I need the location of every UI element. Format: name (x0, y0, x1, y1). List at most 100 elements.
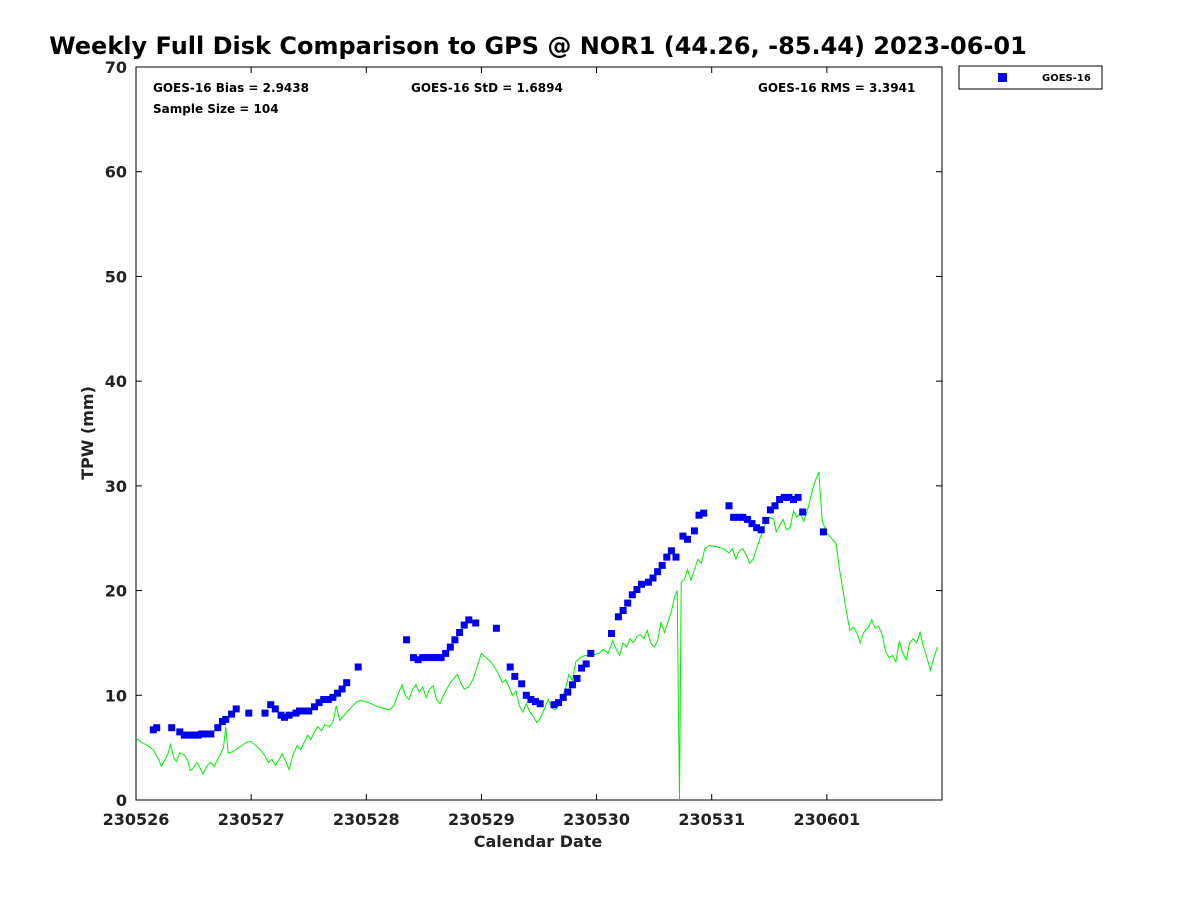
y-axis: 0 10 20 30 40 50 60 70 (105, 58, 942, 810)
goes16-point (608, 630, 615, 637)
goes16-point (267, 701, 275, 709)
goes16-point (329, 693, 337, 701)
std-stat: GOES-16 StD = 1.6894 (411, 81, 563, 95)
goes16-point (794, 493, 802, 501)
goes16-point (654, 568, 662, 576)
goes16-point (628, 591, 636, 599)
goes16-point (776, 496, 784, 503)
x-axis-label: Calendar Date (474, 832, 603, 851)
sample-size-stat: Sample Size = 104 (153, 102, 279, 116)
goes16-point (555, 699, 563, 707)
goes16-point (790, 496, 797, 503)
goes16-point (315, 699, 323, 707)
goes16-point (320, 696, 328, 703)
goes16-point (245, 709, 253, 717)
goes16-point (185, 731, 193, 739)
goes16-point (168, 724, 176, 732)
goes16-point (559, 693, 567, 701)
y-tick-label: 20 (105, 582, 127, 601)
goes16-point (748, 520, 756, 528)
gps-series (135, 472, 938, 801)
goes16-point (518, 680, 526, 688)
goes16-point (446, 643, 454, 651)
rms-stat: GOES-16 RMS = 3.3941 (758, 81, 915, 95)
goes16-point (176, 728, 184, 736)
goes16-point (433, 654, 440, 662)
goes16-point (423, 654, 431, 662)
goes16-point (305, 707, 313, 715)
y-tick-label: 60 (105, 163, 127, 182)
goes16-point (180, 731, 188, 739)
goes16-point (300, 707, 308, 715)
goes16-point (492, 624, 500, 632)
x-tick-label: 230528 (333, 810, 400, 829)
goes16-point (739, 513, 747, 521)
goes16-point (667, 547, 675, 555)
goes16-point (614, 613, 622, 621)
goes16-point (766, 506, 774, 514)
goes16-point (419, 654, 427, 662)
x-tick-label: 230526 (103, 810, 170, 829)
goes16-point (311, 703, 318, 711)
goes16-point (202, 730, 210, 738)
goes16-point (354, 663, 362, 671)
goes16-point (573, 675, 581, 682)
goes16-point (568, 681, 576, 689)
legend: GOES-16 (958, 65, 1103, 90)
goes16-point (522, 691, 530, 699)
goes16-point (619, 607, 627, 614)
legend-marker-goes16 (998, 73, 1007, 82)
bias-stat: GOES-16 Bias = 2.9438 (153, 81, 309, 95)
legend-label-goes16: GOES-16 (1042, 73, 1091, 84)
x-tick-label: 230530 (563, 810, 630, 829)
goes16-point (456, 629, 464, 636)
goes16-point (414, 656, 422, 664)
goes16-point (465, 616, 473, 624)
goes16-point (261, 709, 269, 717)
goes16-point (564, 688, 572, 696)
goes16-point (762, 516, 770, 524)
chart-title: Weekly Full Disk Comparison to GPS @ NOR… (49, 32, 1027, 60)
y-tick-label: 0 (116, 791, 127, 810)
goes16-point (442, 649, 450, 657)
gps-tpw-line (135, 472, 938, 801)
goes16-point (536, 700, 544, 708)
goes16-point (190, 731, 198, 739)
x-tick-label: 230529 (448, 810, 515, 829)
goes16-point (578, 664, 586, 672)
goes16-point (281, 713, 288, 721)
goes16-point (819, 528, 827, 536)
goes16-point (644, 578, 652, 586)
goes16-point (743, 515, 751, 523)
plot-area (135, 66, 943, 801)
goes16-point (285, 711, 293, 719)
goes16-point (198, 730, 206, 738)
goes16-point (663, 553, 671, 561)
goes16-point (734, 513, 742, 521)
goes16-point (511, 672, 519, 680)
goes16-point (338, 685, 346, 693)
goes16-point (410, 654, 417, 662)
goes16-point (649, 574, 657, 582)
x-tick-label: 230527 (218, 810, 285, 829)
goes16-point (582, 660, 590, 668)
y-axis-label: TPW (mm) (78, 386, 97, 480)
goes16-point (153, 724, 161, 732)
goes16-point (532, 698, 539, 706)
goes16-point (684, 535, 691, 543)
y-tick-label: 50 (105, 267, 127, 286)
goes16-point (334, 689, 341, 697)
goes16-point (730, 513, 738, 521)
y-tick-label: 10 (105, 686, 127, 705)
goes16-point (780, 493, 788, 501)
goes16-point (451, 636, 459, 644)
goes16-point (690, 527, 698, 535)
legend-box (958, 65, 1103, 90)
goes16-point (232, 705, 240, 713)
goes16-point (550, 701, 558, 709)
x-tick-label: 230601 (793, 810, 860, 829)
goes16-point (472, 619, 480, 627)
goes16-point (753, 524, 761, 532)
goes16-point (343, 679, 351, 687)
